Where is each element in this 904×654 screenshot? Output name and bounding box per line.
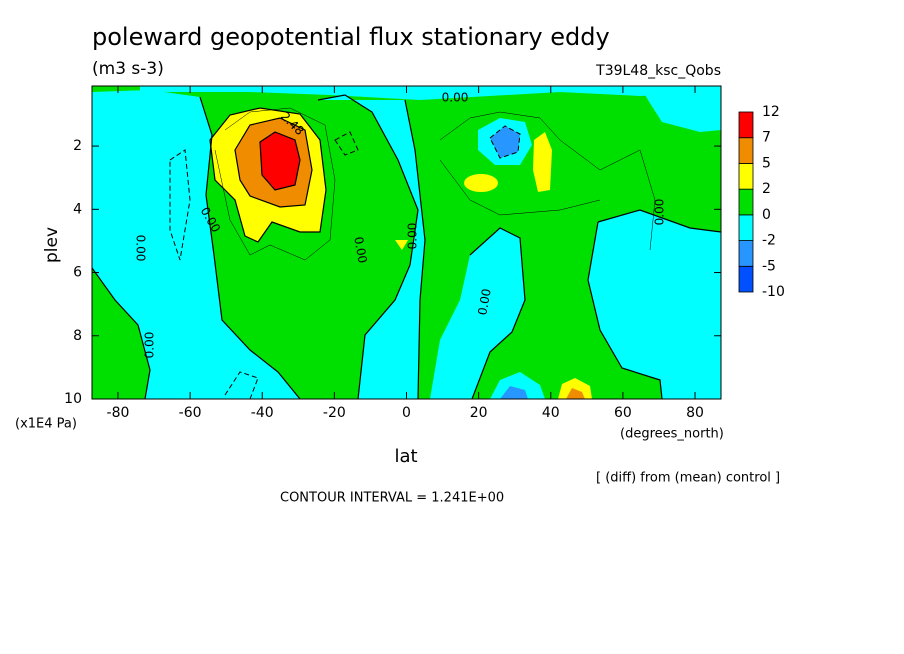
- colorbar-label: -10: [762, 284, 785, 300]
- contour-fill: [490, 126, 520, 158]
- contour-label: 0.00: [653, 199, 667, 226]
- contour-fill: [566, 388, 585, 399]
- colorbar-label: -5: [762, 258, 776, 274]
- colorbar-box: [738, 265, 754, 293]
- colorbar-label: 2: [762, 181, 771, 197]
- colorbar-label: 7: [762, 130, 771, 146]
- contour-fill: [490, 372, 545, 399]
- contour-fill: [640, 86, 721, 132]
- units-subtitle: (m3 s-3): [92, 59, 164, 79]
- colorbar-box: [738, 240, 754, 267]
- contour-fill: [140, 86, 721, 100]
- colorbar-box: [738, 111, 754, 139]
- contour-interval: CONTOUR INTERVAL = 1.241E+00: [280, 491, 504, 506]
- x-tick-label: 0: [402, 405, 411, 421]
- contour-fill: [260, 132, 300, 190]
- y-tick-label: 4: [73, 201, 82, 217]
- x-tick-label: -60: [179, 405, 202, 421]
- x-tick-label: -20: [323, 405, 346, 421]
- contour-label: 0.00: [442, 91, 469, 105]
- chart-title: poleward geopotential flux stationary ed…: [92, 23, 610, 51]
- colorbar: -10 -5 -2 0 2 5 7 12: [738, 104, 785, 300]
- colorbar-box: [738, 214, 754, 241]
- y-tick-label: 10: [64, 391, 82, 407]
- y-tick-label: 6: [73, 265, 82, 281]
- contour-fill: [430, 228, 525, 399]
- colorbar-box: [738, 137, 754, 164]
- x-units: (degrees_north): [620, 427, 724, 442]
- colorbar-label: -2: [762, 233, 776, 249]
- contour-fill: [558, 378, 592, 399]
- axes: -80 -60 -40 -20 0 20 40 60 80 2 4 6 8 10: [64, 86, 721, 421]
- contour-label: 0.00: [351, 236, 369, 265]
- x-tick-label: 80: [686, 405, 704, 421]
- dataset-label: T39L48_ksc_Qobs: [595, 63, 721, 79]
- contour-fill: [318, 95, 425, 399]
- x-tick-label: 60: [614, 405, 632, 421]
- contour-fill: [464, 174, 498, 192]
- contour-label: 0.00: [406, 223, 420, 250]
- x-tick-label: 20: [470, 405, 488, 421]
- colorbar-box: [738, 163, 754, 190]
- contour-label: 0.00: [475, 288, 493, 317]
- y-units: (x1E4 Pa): [15, 417, 77, 432]
- contour-field: [92, 86, 721, 399]
- x-tick-label: 40: [542, 405, 560, 421]
- colorbar-label: 12: [762, 104, 780, 120]
- contour-fill: [500, 386, 528, 399]
- contour-label: 0.00: [134, 235, 148, 262]
- contour-fill: [588, 210, 721, 399]
- contour-fill: [92, 90, 300, 399]
- note: [ (diff) from (mean) control ]: [596, 471, 780, 486]
- y-axis-label: plev: [42, 227, 62, 263]
- contour-fill: [533, 132, 552, 192]
- x-tick-label: -80: [107, 405, 130, 421]
- y-tick-label: 2: [73, 138, 82, 154]
- contour-label: 0.00: [143, 332, 157, 359]
- colorbar-label: 0: [762, 207, 771, 223]
- x-tick-label: -40: [251, 405, 274, 421]
- x-axis-label: lat: [394, 446, 417, 467]
- colorbar-label: 5: [762, 155, 771, 171]
- contour-fill: [395, 240, 408, 250]
- colorbar-box: [738, 188, 754, 216]
- y-tick-label: 8: [73, 328, 82, 344]
